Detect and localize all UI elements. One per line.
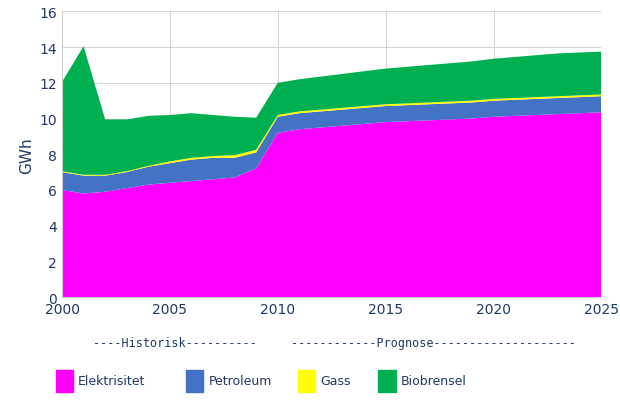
Text: Petroleum: Petroleum xyxy=(208,374,272,387)
Text: Elektrisitet: Elektrisitet xyxy=(78,374,146,387)
Text: ----Historisk----------: ----Historisk---------- xyxy=(93,336,257,349)
Text: ------------Prognose--------------------: ------------Prognose-------------------- xyxy=(291,336,577,349)
Text: Gass: Gass xyxy=(320,374,350,387)
Y-axis label: GWh: GWh xyxy=(19,137,34,173)
Text: Biobrensel: Biobrensel xyxy=(401,374,466,387)
